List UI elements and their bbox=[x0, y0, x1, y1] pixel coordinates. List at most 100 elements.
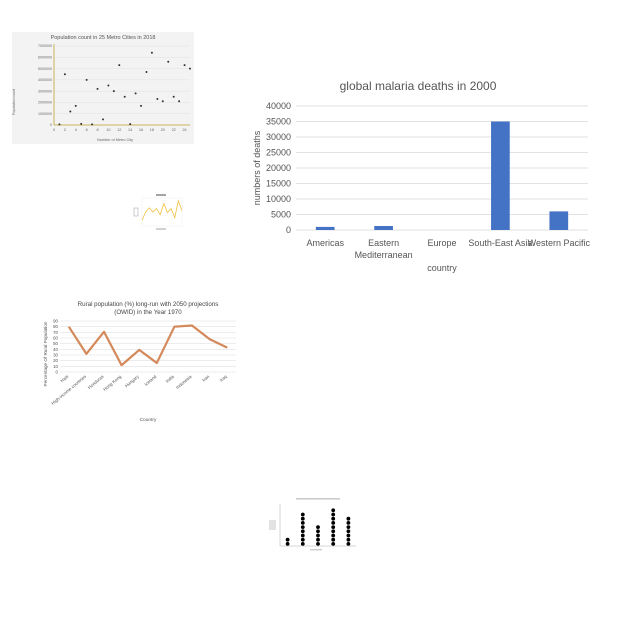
x-axis-label: country bbox=[427, 263, 457, 273]
dot-point bbox=[300, 533, 305, 538]
dot-plot bbox=[269, 498, 356, 551]
y-tick-label: 3000000 bbox=[38, 89, 52, 93]
scatter-point bbox=[80, 122, 83, 125]
y-tick-label: 10 bbox=[53, 364, 58, 369]
dot-point bbox=[300, 512, 305, 517]
y-tick-label: 7000000 bbox=[38, 44, 52, 48]
x-tick-label: 10 bbox=[106, 128, 110, 132]
y-tick-label: 0 bbox=[50, 123, 52, 127]
x-tick-label: 14 bbox=[128, 128, 132, 132]
dot-point bbox=[300, 529, 305, 534]
dot-point bbox=[331, 529, 336, 534]
y-tick-label: 30000 bbox=[266, 132, 291, 142]
y-axis-label: Population count bbox=[12, 89, 16, 115]
y-tick-label: 20000 bbox=[266, 163, 291, 173]
x-tick-label: 22 bbox=[172, 128, 176, 132]
x-tick-label: Western Pacific bbox=[528, 238, 591, 248]
x-tick-label: Hong Kong bbox=[102, 374, 122, 392]
y-tick-label: 6000000 bbox=[38, 55, 52, 59]
dot-point bbox=[331, 508, 336, 513]
scatter-point bbox=[129, 123, 132, 126]
population-chart-panel: Population count in 25 Metro Cities in 2… bbox=[12, 32, 194, 144]
chart-title-line-1: Rural population (%) long-run with 2050 … bbox=[78, 301, 219, 308]
dot-point bbox=[331, 516, 336, 521]
y-tick-label: 20 bbox=[53, 358, 58, 363]
x-tick-label: Iceland bbox=[143, 374, 157, 387]
y-tick-label: 40000 bbox=[266, 101, 291, 111]
dot-point bbox=[331, 525, 336, 529]
x-tick-label: 4 bbox=[75, 128, 77, 132]
scatter-point bbox=[63, 73, 66, 76]
y-tick-label: 0 bbox=[56, 370, 59, 375]
dot-point bbox=[300, 516, 305, 521]
series-line bbox=[141, 199, 183, 221]
tiny-line-chart bbox=[133, 194, 183, 230]
dot-point bbox=[316, 542, 320, 546]
dot-point bbox=[331, 537, 336, 542]
dot-point bbox=[316, 533, 320, 538]
scatter-point bbox=[161, 100, 164, 103]
rural-chart: Rural population (%) long-run with 2050 … bbox=[43, 301, 236, 423]
dot-plot-panel bbox=[268, 496, 362, 554]
bar bbox=[374, 225, 393, 230]
x-axis-label: Number of Metro City bbox=[97, 138, 133, 142]
bar bbox=[491, 121, 510, 230]
x-axis-label: Country bbox=[140, 417, 157, 423]
scatter-point bbox=[178, 100, 181, 103]
y-axis-label: numbers of deaths bbox=[252, 130, 262, 205]
dot-plot-title-smudge bbox=[296, 498, 340, 500]
x-tick-label: Iraq bbox=[219, 374, 228, 383]
x-tick-label: 2 bbox=[64, 128, 66, 132]
x-tick-label: Americas bbox=[306, 238, 344, 248]
bar bbox=[315, 226, 335, 230]
rural-chart-panel: Rural population (%) long-run with 2050 … bbox=[40, 296, 240, 426]
dot-point bbox=[331, 542, 336, 546]
scatter-point bbox=[112, 90, 115, 93]
dot-point bbox=[346, 521, 351, 525]
x-tick-label: Eastern bbox=[368, 238, 399, 248]
y-tick-label: 25000 bbox=[266, 148, 291, 158]
x-tick-label: 24 bbox=[182, 128, 186, 132]
dot-point bbox=[300, 525, 305, 529]
scatter-point bbox=[58, 123, 61, 126]
x-tick-label: Indonesia bbox=[175, 374, 193, 390]
y-tick-label: 2000000 bbox=[38, 101, 52, 105]
scatter-point bbox=[85, 78, 88, 81]
scatter-point bbox=[145, 70, 148, 73]
dot-point bbox=[285, 537, 290, 542]
y-tick-label: 40 bbox=[53, 347, 58, 352]
x-tick-label: Mediterranean bbox=[355, 250, 413, 260]
dot-point bbox=[346, 542, 351, 546]
dot-point bbox=[316, 529, 320, 534]
series-line bbox=[67, 324, 228, 367]
tiny-legend-marker bbox=[133, 207, 139, 217]
y-tick-label: 80 bbox=[53, 324, 58, 329]
scatter-point bbox=[69, 110, 72, 113]
dot-point bbox=[316, 537, 320, 542]
x-tick-label: Europe bbox=[427, 238, 456, 248]
bar bbox=[549, 211, 569, 230]
x-tick-label: 20 bbox=[161, 128, 165, 132]
dot-point bbox=[346, 525, 351, 529]
scatter-point bbox=[167, 60, 170, 63]
y-tick-label: 1000000 bbox=[38, 112, 52, 116]
scatter-point bbox=[107, 84, 110, 87]
scatter-point bbox=[134, 92, 137, 95]
malaria-chart: global malaria deaths in 2000 numbers of… bbox=[252, 79, 591, 273]
y-tick-label: 0 bbox=[286, 225, 291, 235]
dot-point bbox=[285, 542, 290, 546]
x-tick-label: Haiti bbox=[59, 374, 69, 383]
chart-title: Population count in 25 Metro Cities in 2… bbox=[51, 35, 156, 41]
dot-point bbox=[331, 512, 336, 517]
scatter-point bbox=[96, 87, 99, 90]
x-tick-label: 8 bbox=[96, 128, 98, 132]
x-tick-label: 6 bbox=[86, 128, 88, 132]
scatter-point bbox=[101, 118, 104, 121]
y-tick-label: 10000 bbox=[266, 194, 291, 204]
x-tick-label: 16 bbox=[139, 128, 143, 132]
y-axis-label: Percentage Of Rural Population bbox=[43, 321, 48, 386]
y-tick-label: 4000000 bbox=[38, 78, 52, 82]
y-tick-label: 15000 bbox=[266, 179, 291, 189]
scatter-point bbox=[74, 104, 77, 107]
y-tick-label: 90 bbox=[53, 319, 58, 324]
